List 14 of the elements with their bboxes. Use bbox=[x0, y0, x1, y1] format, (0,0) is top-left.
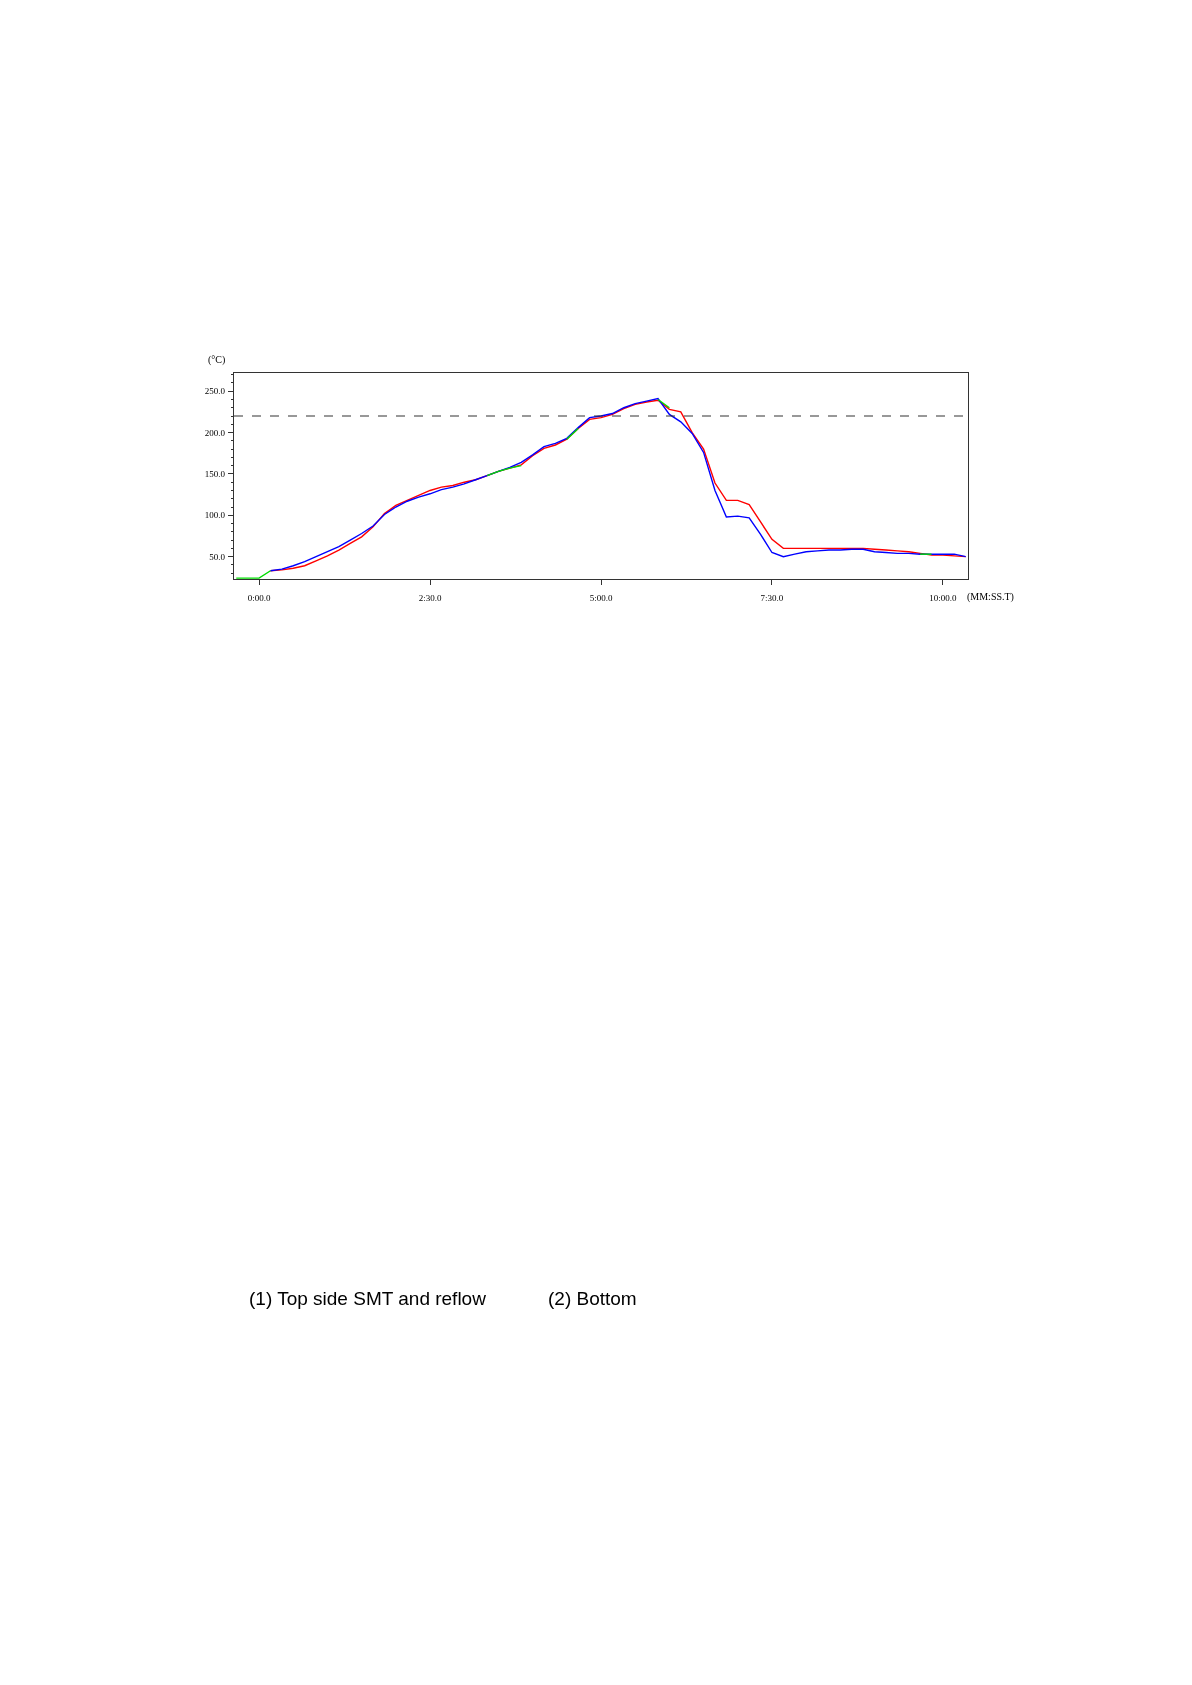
x-axis-title: (MM:SS.T) bbox=[967, 591, 1014, 603]
y-tick-label: 150.0 bbox=[204, 469, 226, 480]
x-tick-label: 7:30.0 bbox=[760, 592, 784, 603]
y-tick-label: 200.0 bbox=[204, 427, 226, 438]
x-tick-label: 10:00.0 bbox=[929, 592, 958, 603]
text: (2) Bottom bbox=[548, 1288, 637, 1309]
y-tick-label: 100.0 bbox=[204, 510, 226, 521]
text: (1) Top side SMT and reflow bbox=[249, 1288, 487, 1309]
y-tick-label: 50.0 bbox=[209, 551, 226, 562]
y-tick-label: 250.0 bbox=[204, 386, 226, 397]
x-tick-label: 0:00.0 bbox=[247, 592, 271, 603]
x-tick-label: 2:30.0 bbox=[418, 592, 442, 603]
x-tick-label: 5:00.0 bbox=[589, 592, 613, 603]
y-axis-title: (°C) bbox=[208, 354, 226, 366]
